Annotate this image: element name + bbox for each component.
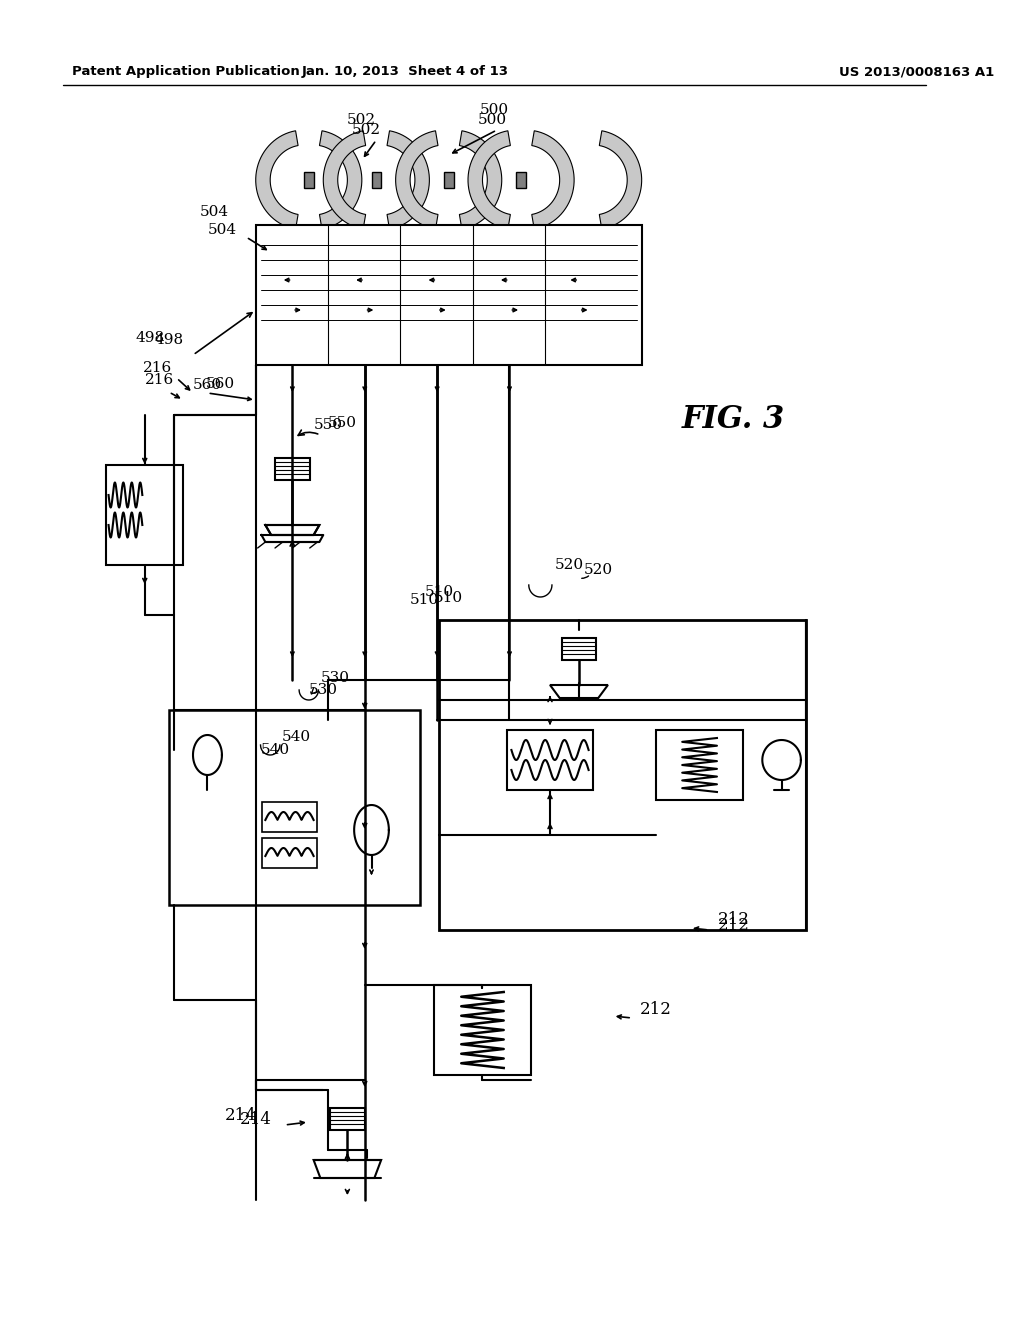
Text: Jan. 10, 2013  Sheet 4 of 13: Jan. 10, 2013 Sheet 4 of 13 (302, 66, 509, 78)
Bar (275, 458, 309, 480)
Bar (372, 172, 381, 187)
Polygon shape (313, 1160, 381, 1177)
Polygon shape (395, 131, 438, 230)
Bar (106, 465, 183, 565)
Bar (561, 638, 596, 660)
Text: 502: 502 (352, 123, 381, 137)
Text: 520: 520 (584, 564, 612, 577)
Polygon shape (324, 131, 366, 230)
Polygon shape (599, 131, 642, 230)
Polygon shape (550, 685, 608, 698)
Text: 560: 560 (193, 378, 222, 392)
Bar (439, 620, 806, 931)
Polygon shape (531, 131, 574, 230)
Bar (330, 1107, 365, 1130)
Text: 560: 560 (206, 378, 234, 391)
Text: 540: 540 (260, 743, 290, 756)
Text: 520: 520 (555, 558, 584, 572)
Text: 216: 216 (142, 360, 172, 375)
Text: 550: 550 (328, 416, 357, 430)
Text: 502: 502 (346, 114, 376, 127)
Text: US 2013/0008163 A1: US 2013/0008163 A1 (840, 66, 994, 78)
Text: 540: 540 (282, 730, 311, 744)
Bar (507, 730, 594, 789)
Text: 510: 510 (410, 593, 439, 607)
Text: 214: 214 (225, 1106, 257, 1123)
Text: 550: 550 (313, 418, 343, 432)
Bar (169, 710, 420, 906)
Text: 216: 216 (144, 374, 174, 387)
Polygon shape (256, 131, 298, 230)
Text: 510: 510 (434, 591, 463, 605)
Text: 214: 214 (240, 1111, 271, 1129)
Bar (434, 985, 530, 1074)
Text: 212: 212 (640, 1002, 672, 1019)
Polygon shape (319, 131, 361, 230)
Text: FIG. 3: FIG. 3 (682, 404, 785, 436)
Polygon shape (468, 131, 510, 230)
Text: 530: 530 (309, 682, 338, 697)
Bar (516, 172, 526, 187)
Text: 500: 500 (477, 114, 507, 127)
Bar (304, 172, 313, 187)
Polygon shape (265, 525, 319, 535)
Text: 504: 504 (208, 223, 237, 238)
Text: 500: 500 (479, 103, 509, 117)
Polygon shape (387, 131, 429, 230)
Bar (656, 730, 743, 800)
Text: 530: 530 (321, 671, 349, 685)
Text: 498: 498 (135, 331, 164, 345)
Polygon shape (460, 131, 502, 230)
Text: 504: 504 (200, 205, 228, 219)
Text: 212: 212 (718, 912, 750, 928)
Text: 498: 498 (155, 333, 183, 347)
Bar (256, 224, 642, 366)
Text: Patent Application Publication: Patent Application Publication (73, 66, 300, 78)
Text: 510: 510 (425, 585, 454, 599)
Bar (443, 172, 454, 187)
Bar (262, 838, 316, 869)
Bar (262, 803, 316, 832)
Text: 212: 212 (718, 916, 750, 933)
